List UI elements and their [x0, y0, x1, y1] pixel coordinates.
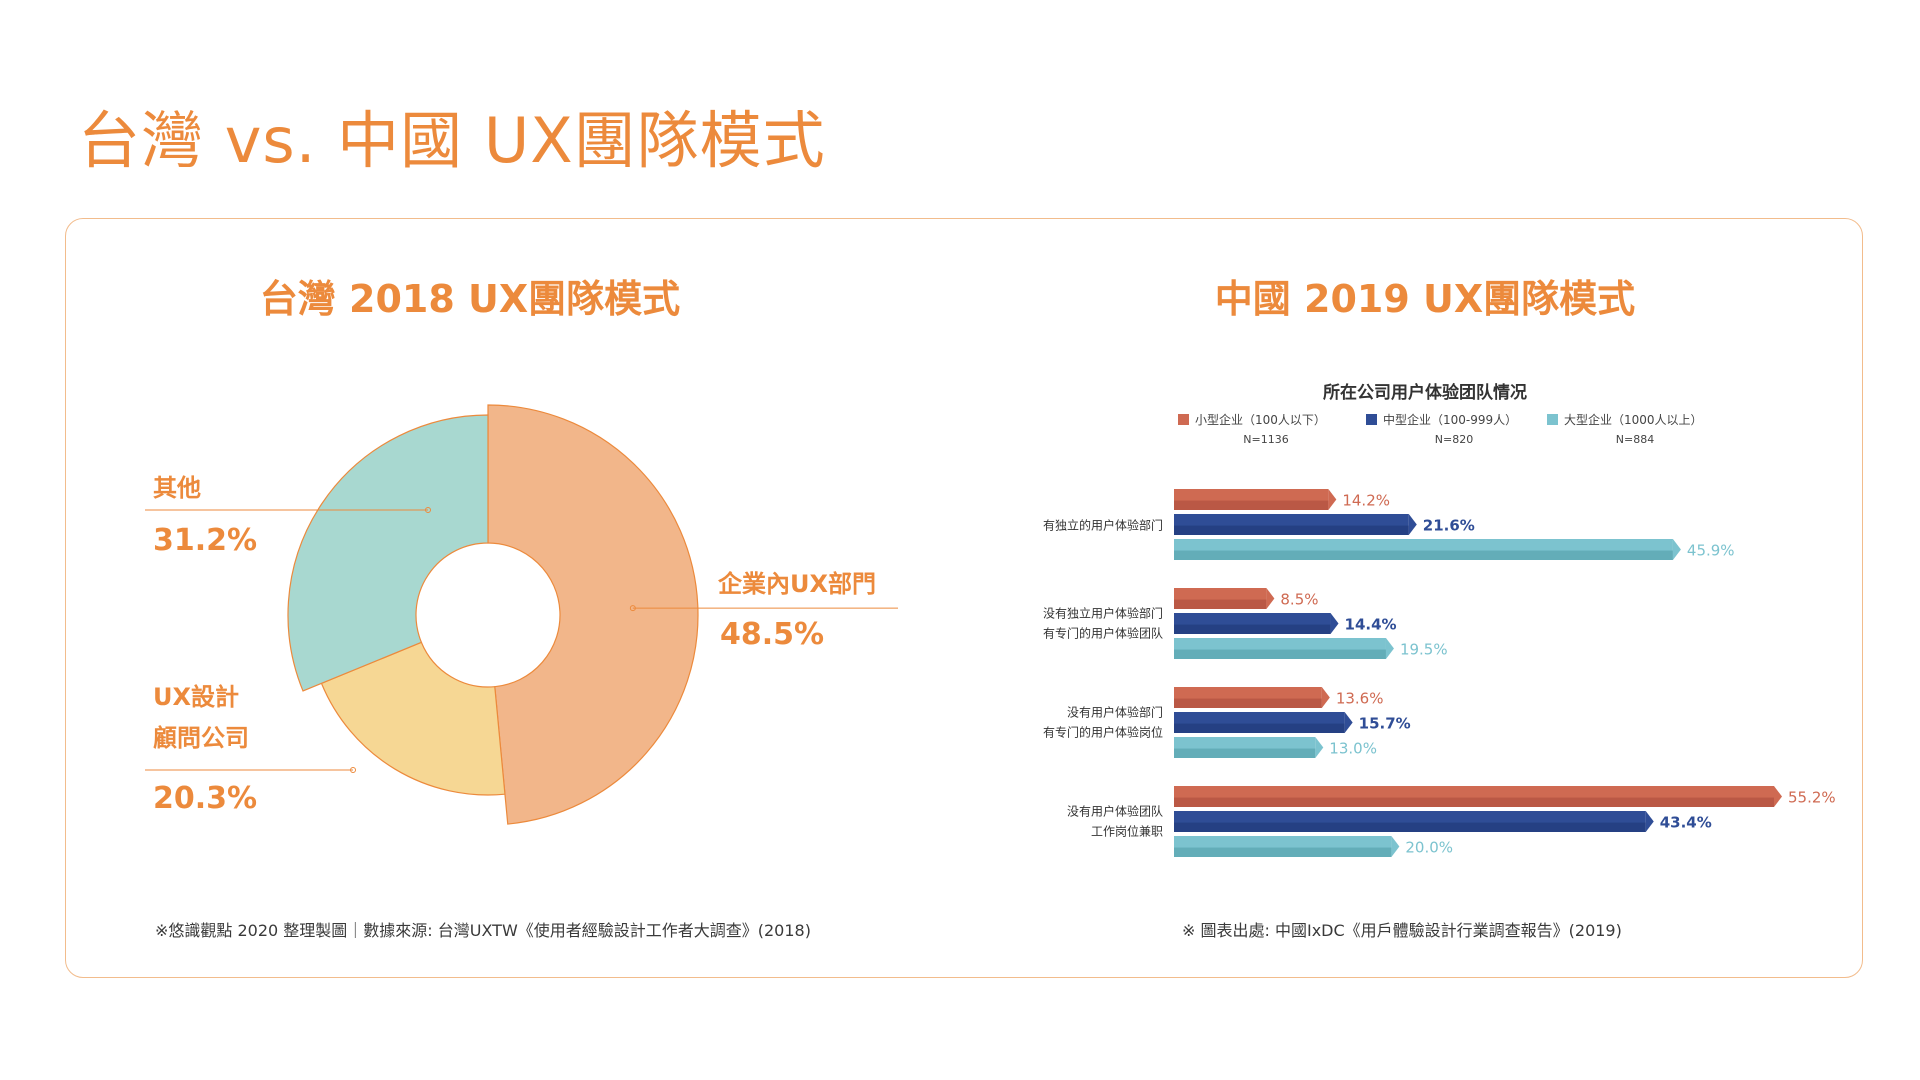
bar-tip [1672, 539, 1681, 560]
bar-value-label: 21.6% [1423, 517, 1475, 535]
china-chart-title: 中國 2019 UX團隊模式 [1214, 277, 1636, 321]
legend-n: N=884 [1616, 433, 1654, 446]
bar-tip [1266, 588, 1275, 609]
bar-value-label: 13.6% [1336, 690, 1384, 708]
bar-shade [1174, 500, 1329, 510]
bar-shade [1174, 748, 1316, 758]
bar-shade [1174, 649, 1386, 659]
china-source-note: ※ 圖表出處: 中國IxDC《用戶體驗設計行業調查報告》(2019) [1182, 921, 1622, 940]
bar-chart-subtitle: 所在公司用户体验团队情况 [1323, 382, 1527, 403]
bar-value-label: 45.9% [1687, 542, 1735, 560]
legend-swatch [1547, 414, 1558, 425]
slice-label: 顧問公司 [153, 724, 249, 752]
bar-value-label: 13.0% [1329, 740, 1377, 758]
category-label: 有独立的用户体验部门 [1043, 518, 1163, 533]
bar-tip [1774, 786, 1782, 807]
legend-item: 大型企业（1000人以上） N=884 [1547, 412, 1703, 446]
bar-tip [1391, 836, 1400, 857]
bar-shade [1174, 550, 1673, 560]
bar-shade [1174, 698, 1322, 708]
category-label: 没有用户体验部门 [1067, 705, 1163, 720]
bar-tip [1315, 737, 1324, 758]
bar-value-label: 55.2% [1788, 789, 1836, 807]
slice-label: UX設計 [153, 683, 239, 711]
bar-tip [1385, 638, 1394, 659]
slice-value: 20.3% [153, 781, 257, 816]
legend-swatch [1178, 414, 1189, 425]
bar-value-label: 15.7% [1359, 715, 1411, 733]
slice-label: 企業內UX部門 [718, 570, 876, 598]
category-label: 有专门的用户体验岗位 [1043, 725, 1163, 740]
slice-value: 48.5% [720, 617, 824, 652]
category-label: 工作岗位兼职 [1091, 824, 1163, 839]
bar-tip [1645, 811, 1654, 832]
page-title: 台灣 vs. 中國 UX團隊模式 [78, 104, 826, 177]
taiwan-source-note: ※悠識觀點 2020 整理製圖｜數據來源: 台灣UXTW《使用者經驗設計工作者大… [155, 921, 811, 940]
legend-swatch [1366, 414, 1377, 425]
bar-value-label: 20.0% [1405, 839, 1453, 857]
bar-shade [1174, 847, 1392, 857]
bar-shade [1174, 797, 1774, 807]
slice-value: 31.2% [153, 523, 257, 558]
chart-panel [65, 218, 1863, 978]
bar-shade [1174, 599, 1267, 609]
legend-label: 中型企业（100-999人） [1383, 412, 1517, 427]
bar-tip [1344, 712, 1353, 733]
bar-value-label: 8.5% [1280, 591, 1318, 609]
bar-tip [1330, 613, 1339, 634]
bar-tip [1408, 514, 1417, 535]
category-label: 没有用户体验团队 [1067, 804, 1163, 819]
legend-label: 大型企业（1000人以上） [1564, 412, 1703, 427]
slice-label: 其他 [153, 474, 201, 502]
legend-item: 小型企业（100人以下） N=1136 [1178, 412, 1326, 446]
legend-n: N=1136 [1243, 433, 1288, 446]
donut-slice [287, 414, 489, 692]
bar-tip [1328, 489, 1337, 510]
taiwan-chart-title: 台灣 2018 UX團隊模式 [259, 277, 681, 321]
legend-item: 中型企业（100-999人） N=820 [1366, 412, 1517, 446]
legend-label: 小型企业（100人以下） [1195, 412, 1326, 427]
bar-shade [1174, 723, 1345, 733]
bar-shade [1174, 525, 1409, 535]
bar-shade [1174, 822, 1646, 832]
legend-n: N=820 [1435, 433, 1473, 446]
category-label: 有专门的用户体验团队 [1043, 626, 1163, 641]
bar-shade [1174, 624, 1331, 634]
bar-tip [1321, 687, 1330, 708]
bar-value-label: 43.4% [1660, 814, 1712, 832]
donut-slice [320, 641, 506, 796]
category-label: 没有独立用户体验部门 [1043, 606, 1163, 621]
bar-value-label: 14.4% [1345, 616, 1397, 634]
bar-value-label: 19.5% [1400, 641, 1448, 659]
donut-slice [487, 404, 699, 825]
bar-value-label: 14.2% [1342, 492, 1390, 510]
